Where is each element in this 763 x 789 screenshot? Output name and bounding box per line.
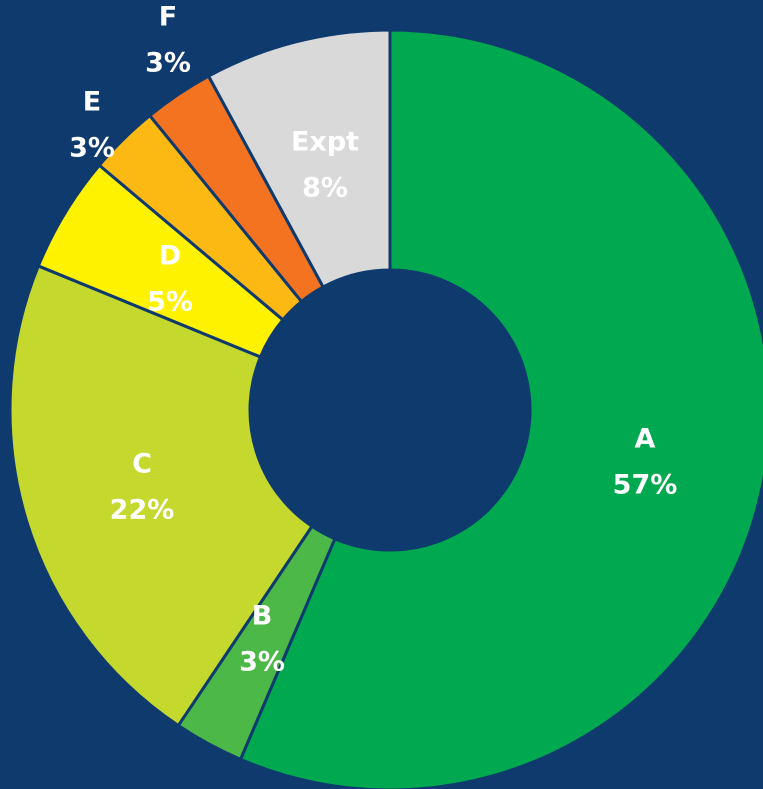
slice-label: Expt <box>291 127 359 158</box>
slice <box>8 263 315 728</box>
value-label: 3% <box>145 48 191 79</box>
slice-label: A <box>635 424 656 455</box>
slice <box>238 28 763 789</box>
value-label: 3% <box>69 133 115 164</box>
slice-label: F <box>159 2 177 33</box>
value-label: 8% <box>302 173 348 204</box>
slice-label: E <box>83 87 101 118</box>
slice <box>206 28 392 290</box>
value-label: 22% <box>110 495 175 526</box>
slice-label: D <box>159 241 181 272</box>
value-label: 5% <box>147 287 193 318</box>
slice-label: C <box>132 449 152 480</box>
value-label: 3% <box>239 647 285 678</box>
value-label: 57% <box>613 470 678 501</box>
slice-label: B <box>252 601 273 632</box>
